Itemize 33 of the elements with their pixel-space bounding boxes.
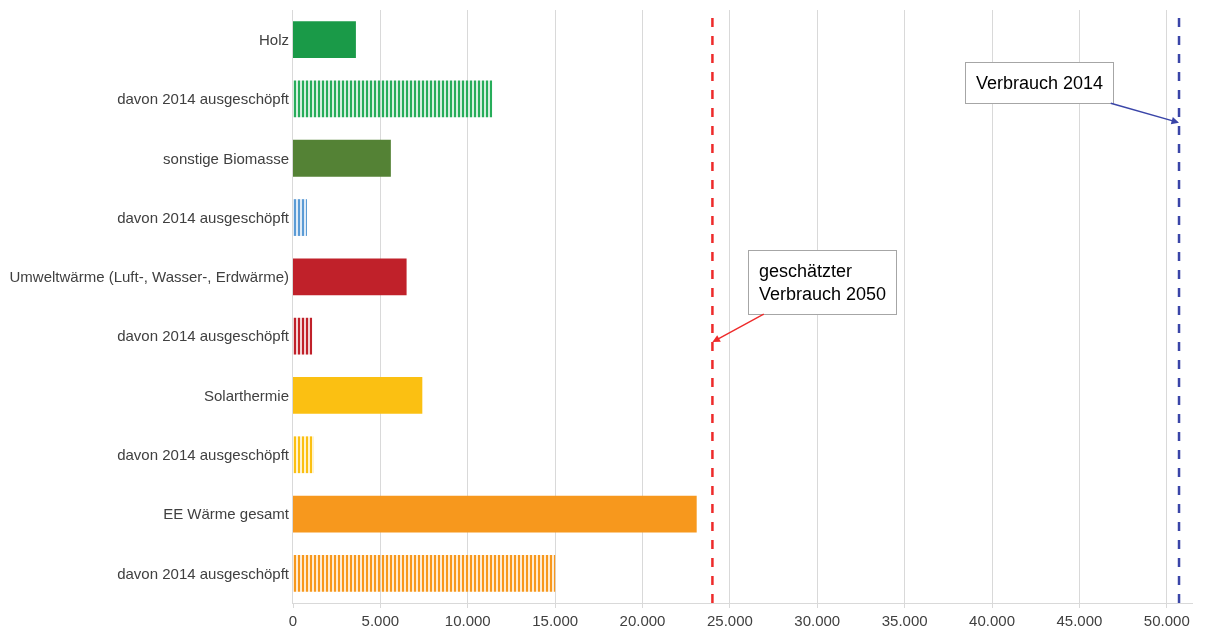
y-tick-label: sonstige Biomasse — [163, 149, 289, 167]
x-tick-label: 45.000 — [1056, 612, 1103, 629]
y-tick-label: davon 2014 ausgeschöpft — [117, 90, 290, 108]
y-tick-label: Holz — [258, 30, 289, 48]
bar — [293, 80, 493, 118]
bar — [293, 317, 313, 355]
x-tick-label: 0 — [288, 612, 298, 629]
bar — [293, 21, 356, 59]
y-tick-label: Solarthermie — [203, 386, 289, 404]
bar — [293, 436, 314, 474]
bar — [293, 495, 697, 533]
bar — [293, 377, 423, 414]
x-tick-label: 10.000 — [444, 612, 491, 629]
y-tick-label: davon 2014 ausgeschöpft — [117, 446, 290, 463]
bar — [293, 258, 407, 296]
x-tick-label: 40.000 — [969, 612, 1015, 629]
y-tick-label: davon 2014 ausgeschöpft — [117, 327, 290, 345]
x-tick-label: 50.000 — [1143, 612, 1190, 629]
y-tick-label: EE Wärme gesamt — [163, 505, 290, 523]
y-tick-label: davon 2014 ausgeschöpft — [117, 564, 290, 582]
ref-line-label: Verbrauch 2014 — [976, 73, 1104, 93]
y-tick-label: Umweltwärme (Luft-, Wasser-, Erdwärme) — [9, 268, 289, 286]
bar — [293, 139, 391, 177]
bar — [293, 554, 556, 592]
bar — [293, 199, 307, 236]
x-tick-label: 35.000 — [881, 612, 928, 629]
x-tick-label: 5.000 — [361, 612, 400, 629]
x-tick-label: 30.000 — [794, 612, 841, 629]
x-tick-label: 15.000 — [532, 612, 579, 629]
ref-line-label: geschätzter Verbrauch 2050 — [759, 261, 887, 305]
y-tick-label: davon 2014 ausgeschöpft — [117, 208, 290, 226]
x-tick-label: 20.000 — [619, 612, 666, 629]
x-tick-label: 25.000 — [706, 612, 753, 629]
